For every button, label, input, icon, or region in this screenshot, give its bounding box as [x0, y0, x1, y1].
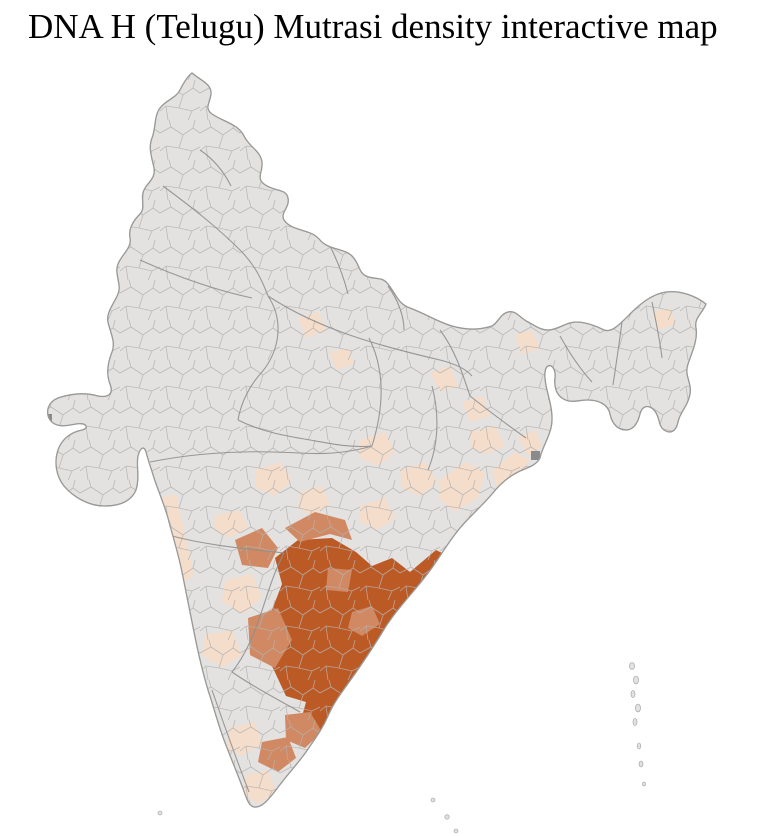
urban-district[interactable] — [40, 414, 52, 421]
urban-district[interactable] — [531, 451, 540, 460]
island-districts[interactable] — [157, 662, 646, 834]
island[interactable] — [638, 760, 644, 768]
island[interactable] — [157, 810, 163, 816]
island[interactable] — [444, 814, 450, 820]
island[interactable] — [636, 742, 642, 750]
island[interactable] — [453, 828, 459, 834]
island[interactable] — [630, 690, 636, 698]
india-outline — [47, 72, 707, 808]
island[interactable] — [635, 703, 641, 713]
island[interactable] — [629, 662, 635, 670]
urban-districts — [40, 414, 540, 460]
state-boundaries — [139, 149, 663, 793]
island[interactable] — [633, 675, 639, 685]
island[interactable] — [632, 718, 638, 726]
island[interactable] — [642, 781, 646, 787]
district-boundaries-mesh — [47, 73, 706, 808]
island[interactable] — [430, 797, 436, 803]
page-title: DNA H (Telugu) Mutrasi density interacti… — [28, 7, 718, 46]
